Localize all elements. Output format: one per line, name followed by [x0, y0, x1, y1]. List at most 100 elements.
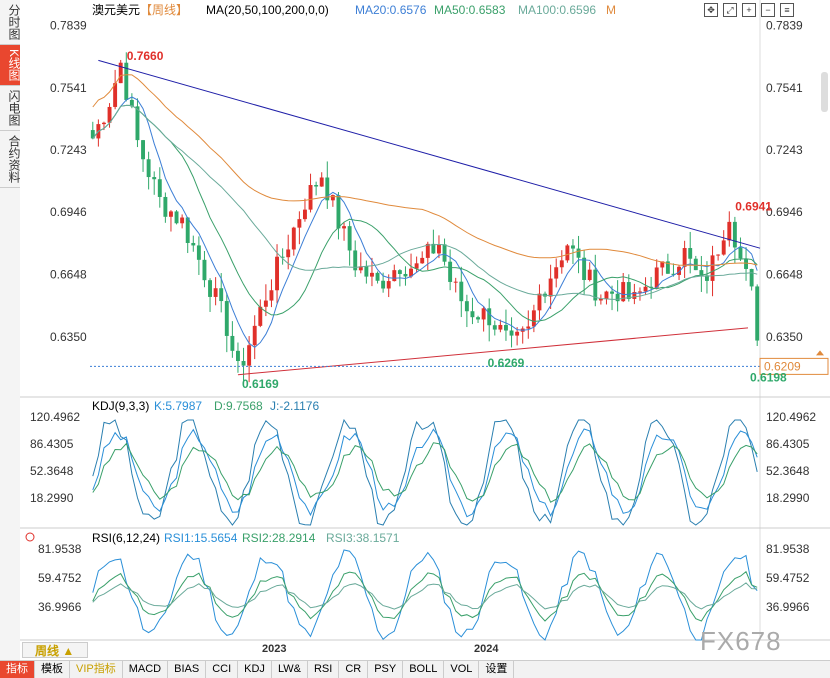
kdj-tick-left: 52.3648: [30, 464, 74, 478]
price-tick-left: 0.6648: [50, 268, 87, 282]
price-tick-left: 0.6946: [50, 205, 87, 219]
candle-body: [336, 195, 341, 229]
sidebar-tab-1[interactable]: K线图: [0, 45, 21, 87]
candle-body: [386, 281, 391, 289]
candle-body: [191, 242, 196, 246]
candle-body: [571, 245, 575, 249]
toolbar-item-13[interactable]: 设置: [479, 661, 515, 678]
time-label: 2024: [474, 643, 499, 655]
candle-body: [241, 361, 246, 366]
candle-body: [559, 260, 564, 268]
candle-body: [364, 266, 369, 277]
candle-body: [693, 258, 698, 271]
candle-body: [135, 106, 140, 141]
candle-body: [721, 240, 726, 255]
candle-body: [682, 248, 687, 267]
price-tick-right: 0.7541: [766, 81, 803, 95]
candle-body: [420, 257, 425, 264]
rsi-tick-left: 59.4752: [38, 571, 82, 585]
candle-body: [247, 345, 252, 366]
candle-body: [727, 221, 732, 241]
candle-body: [442, 244, 447, 262]
candle-body: [118, 62, 123, 84]
toolbar-item-7[interactable]: LW&: [272, 661, 308, 678]
ma-params: MA(20,50,100,200,0,0): [206, 3, 329, 17]
toolbar-item-9[interactable]: CR: [339, 661, 369, 678]
toolbar-item-11[interactable]: BOLL: [403, 661, 445, 678]
fullscreen-icon[interactable]: ⤢: [723, 3, 737, 17]
candle-body: [124, 62, 129, 100]
zoom-out-icon[interactable]: −: [761, 3, 775, 17]
price-tick-right: 0.6350: [766, 330, 803, 344]
period-button[interactable]: 周线 ▲: [22, 642, 88, 658]
zoom-in-icon[interactable]: +: [742, 3, 756, 17]
candle-body: [587, 269, 592, 280]
symbol-label: 澳元美元: [92, 3, 140, 17]
candle-body: [146, 159, 151, 178]
rsi-settings-icon: [25, 532, 35, 542]
toolbar-item-4[interactable]: BIAS: [168, 661, 207, 678]
candle-body: [453, 281, 458, 283]
candle-body: [107, 106, 112, 123]
candle-body: [738, 247, 743, 259]
candle-body: [113, 83, 118, 107]
candle-body: [392, 270, 397, 282]
price-arrow-icon: [816, 350, 824, 356]
toolbar-item-5[interactable]: CCI: [206, 661, 239, 678]
scrollbar[interactable]: [821, 72, 828, 112]
candle-body: [671, 273, 676, 275]
toolbar-item-3[interactable]: MACD: [123, 661, 169, 678]
candle-body: [548, 278, 553, 297]
candle-body: [431, 243, 436, 254]
toolbar-item-12[interactable]: VOL: [444, 661, 480, 678]
watermark: FX678: [700, 626, 782, 656]
candle-body: [537, 293, 542, 311]
candle-body: [621, 282, 626, 302]
rsi1-value: RSI1:15.5654: [164, 531, 238, 545]
rsi-tick-left: 36.9966: [38, 600, 82, 614]
candle-body: [342, 226, 346, 229]
candle-body: [185, 217, 190, 243]
candle-body: [677, 266, 681, 275]
candle-body: [610, 291, 614, 294]
toolbar-item-0[interactable]: 指标: [0, 661, 35, 678]
sidebar-tab-3[interactable]: 合约资料: [0, 131, 21, 189]
chart-canvas: 0.7839 0.7839 0.7541 0.7541 0.7243 0.7243 0.69…: [20, 0, 830, 655]
candle-body: [202, 259, 207, 281]
candle-body: [303, 209, 307, 220]
sidebar: 分时图 K线图 闪电图 合约资料: [0, 0, 21, 660]
trendline-resistance: [98, 59, 761, 249]
price-annotation: 0.6169: [242, 377, 279, 391]
toolbar-item-2[interactable]: VIP指标: [70, 661, 123, 678]
candle-body: [638, 291, 642, 293]
candle-body: [643, 286, 648, 292]
rsi2-value: RSI2:28.2914: [242, 531, 316, 545]
candle-body: [224, 301, 229, 336]
kdj-tick-right: 18.2990: [766, 491, 810, 505]
candle-body: [252, 325, 257, 346]
candle-body: [598, 298, 603, 301]
period-tag: 【周线】: [140, 3, 188, 17]
candle-body: [476, 317, 480, 320]
kdj-tick-right: 52.3648: [766, 464, 810, 478]
candle-body: [755, 286, 760, 341]
candle-body: [269, 290, 274, 301]
crosshair-icon[interactable]: ✥: [704, 3, 718, 17]
price-tick-right: 0.7243: [766, 143, 803, 157]
candle-body: [576, 248, 581, 258]
candle-body: [565, 245, 570, 261]
toolbar-item-8[interactable]: RSI: [308, 661, 340, 678]
toolbar-item-10[interactable]: PSY: [368, 661, 404, 678]
candle-body: [353, 250, 358, 271]
candle-body: [665, 261, 670, 274]
sidebar-tab-0[interactable]: 分时图: [0, 0, 21, 45]
settings-icon[interactable]: ≡: [780, 3, 794, 17]
toolbar-item-1[interactable]: 模板: [35, 661, 70, 678]
candle-body: [654, 267, 659, 288]
candle-body: [330, 195, 335, 201]
sidebar-tab-2[interactable]: 闪电图: [0, 86, 21, 132]
candle-body: [163, 196, 168, 217]
toolbar-item-6[interactable]: KDJ: [238, 661, 272, 678]
kdj-tick-left: 120.4962: [30, 410, 80, 424]
candle-body: [732, 221, 737, 248]
